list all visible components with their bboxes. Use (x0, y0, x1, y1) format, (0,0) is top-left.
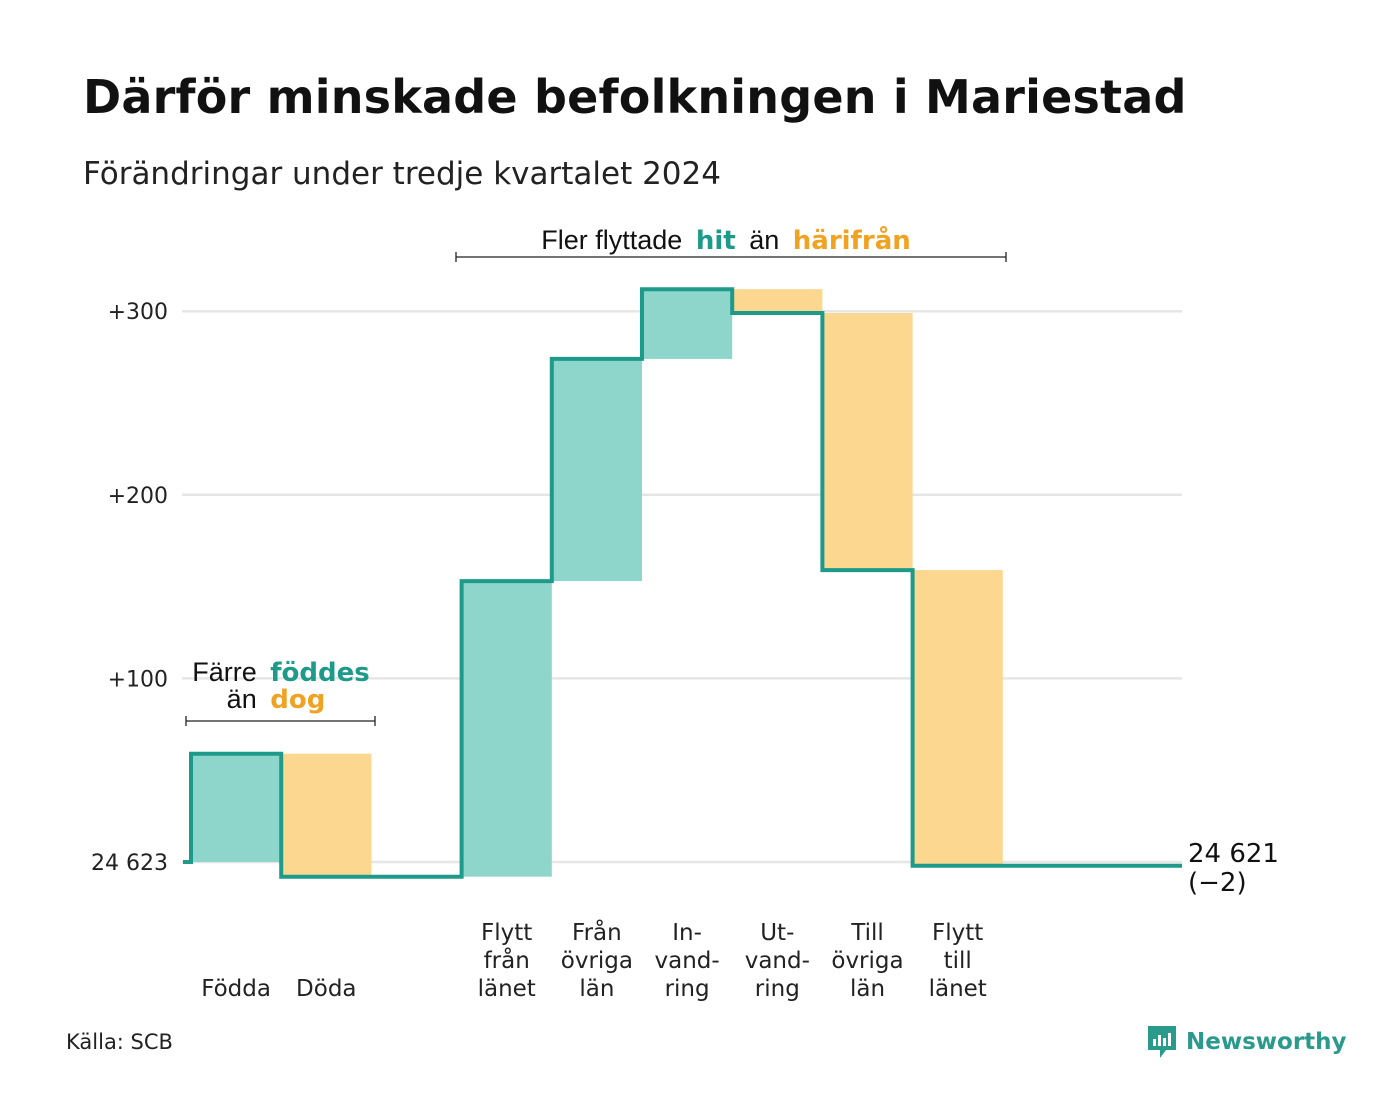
chart-subtitle: Förändringar under tredje kvartalet 2024 (83, 156, 721, 192)
bar-3 (461, 581, 552, 877)
y-tick-label: +300 (108, 300, 168, 325)
category-label: ring (755, 976, 800, 1002)
births-bracket (185, 716, 376, 726)
category-label: Till (850, 920, 884, 946)
source-note: Källa: SCB (66, 1030, 173, 1054)
births-annotation-an: än (227, 684, 257, 714)
newsworthy-logo-icon (1148, 1026, 1176, 1058)
category-label: In- (672, 920, 702, 946)
migration-annotation-hit: hit (696, 226, 736, 256)
bar-8 (912, 570, 1003, 866)
category-label: övriga (831, 948, 903, 974)
chart-title: Därför minskade befolkningen i Mariestad (83, 70, 1187, 124)
category-label: län (850, 976, 885, 1002)
category-label: Från (572, 918, 622, 946)
births-annotation-dog: dog (270, 685, 325, 715)
y-tick-label: +100 (108, 667, 168, 692)
births-annotation-prefix: Färre (192, 657, 257, 687)
births-annotation-fodda: föddes (270, 658, 370, 688)
category-label: vand- (745, 948, 810, 974)
y-tick-baseline: 24 623 (91, 851, 168, 876)
bar-6 (732, 289, 823, 314)
svg-text:Fler flyttade hit: Fler flyttade hit än härifrån (541, 224, 911, 256)
bar-1 (281, 753, 372, 877)
category-label: länet (478, 976, 536, 1002)
category-label: vand- (655, 948, 720, 974)
migration-bracket (455, 252, 1007, 262)
category-label: län (579, 976, 614, 1002)
end-value-label: 24 621 (1188, 839, 1279, 869)
y-tick-label: +200 (108, 484, 168, 509)
category-label: från (484, 946, 530, 974)
brand-name: Newsworthy (1186, 1029, 1347, 1055)
bar-4 (551, 358, 642, 582)
cumulative-line (183, 287, 1182, 879)
category-label: Flytt (481, 920, 532, 946)
category-label: till (944, 948, 972, 974)
bar-5 (642, 289, 733, 359)
migration-annotation-prefix: Fler flyttade (541, 225, 682, 255)
brand-logo: Newsworthy (1146, 1024, 1347, 1060)
bars (191, 289, 1003, 877)
category-label: Flytt (932, 920, 983, 946)
category-labels: Födda DödaFlyttfrånlänetFrånövrigalänIn-v… (201, 918, 987, 1002)
category-label: Födda (201, 976, 271, 1002)
migration-annotation: Fler flyttade hit än härifrån (455, 224, 1007, 262)
category-label: Döda (296, 976, 356, 1002)
migration-annotation-harifran: härifrån (793, 224, 911, 256)
migration-annotation-an: än (749, 225, 779, 255)
category-label: Ut- (760, 920, 794, 946)
svg-text:än dog: än dog (227, 684, 326, 715)
y-axis-ticks: 24 623 +100 +200 +300 (91, 300, 168, 876)
svg-text:Färre föddes: Färre föddes (192, 657, 370, 688)
bar-0 (191, 753, 282, 862)
bar-7 (822, 313, 913, 571)
cumulative-line-path (183, 287, 1182, 879)
births-annotation: Färre föddes än dog (185, 657, 376, 726)
category-label: ring (665, 976, 710, 1002)
category-label: länet (929, 976, 987, 1002)
category-label: övriga (561, 948, 633, 974)
end-change-label: (−2) (1188, 868, 1247, 898)
